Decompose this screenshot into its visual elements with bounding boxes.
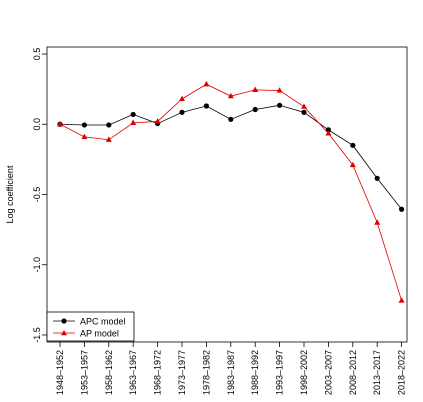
data-point xyxy=(57,120,63,127)
x-tick-label: 2008–2012 xyxy=(348,350,358,395)
y-tick-label: -0.5 xyxy=(32,187,42,203)
legend-box xyxy=(46,311,135,342)
data-point xyxy=(130,111,136,118)
data-point xyxy=(350,142,356,148)
series-line-1 xyxy=(59,83,402,301)
x-tick-label: 1953–1957 xyxy=(79,350,89,395)
legend-marker-apc xyxy=(61,318,67,324)
legend-label-ap: AP model xyxy=(80,329,119,339)
data-point xyxy=(398,297,405,303)
data-point xyxy=(374,219,381,225)
data-point xyxy=(228,116,234,122)
data-point xyxy=(106,122,112,128)
data-point xyxy=(374,175,380,181)
y-tick-label: -1.5 xyxy=(32,327,42,343)
data-point xyxy=(227,92,234,99)
data-point xyxy=(179,95,185,102)
x-tick-label: 1998–2002 xyxy=(299,350,309,395)
x-tick-label: 1958–1962 xyxy=(104,350,114,395)
x-tick-label: 1993–1997 xyxy=(275,350,285,395)
plot-frame xyxy=(46,46,408,343)
data-point xyxy=(130,119,137,125)
x-tick-label: 1968–1972 xyxy=(153,350,163,395)
x-tick-label: 1948–1952 xyxy=(55,350,65,395)
legend-label-apc: APC model xyxy=(80,317,126,327)
x-tick-label: 1988–1992 xyxy=(250,350,260,395)
data-point xyxy=(81,122,87,128)
legend: APC model AP model xyxy=(46,311,135,342)
x-tick-label: 2003–2007 xyxy=(323,350,333,395)
data-point xyxy=(276,87,283,93)
y-tick-label: 0.5 xyxy=(32,48,42,61)
data-point xyxy=(252,86,259,92)
data-point xyxy=(325,127,331,133)
data-point xyxy=(277,102,283,108)
data-point xyxy=(203,80,210,87)
x-tick-label: 2013–2017 xyxy=(372,350,382,395)
data-point xyxy=(105,136,112,142)
data-point xyxy=(154,118,161,124)
data-point xyxy=(179,109,185,115)
x-tick-label: 1963–1967 xyxy=(128,350,138,395)
series-layer xyxy=(57,80,405,303)
data-point xyxy=(203,103,209,109)
y-axis: 0.5 0.0 -0.5 -1.0 -1.5 xyxy=(32,48,47,343)
data-point xyxy=(399,206,405,212)
x-axis: 1948–1952 1953–1957 1958–1962 1963–1967 1968… xyxy=(55,342,407,395)
data-point xyxy=(81,133,88,140)
data-point xyxy=(252,106,258,113)
y-axis-title: Log coefficient xyxy=(5,165,15,223)
data-point xyxy=(301,103,307,109)
x-tick-label: 1978–1982 xyxy=(201,350,211,395)
data-point xyxy=(325,130,332,136)
legend-marker-ap xyxy=(61,330,67,336)
y-tick-label: -1.0 xyxy=(32,257,42,273)
y-tick-label: 0.0 xyxy=(32,118,42,131)
x-tick-label: 1973–1977 xyxy=(177,350,187,395)
x-tick-label: 1983–1987 xyxy=(226,350,236,395)
x-tick-label: 2018–2022 xyxy=(397,350,407,395)
data-point xyxy=(301,109,307,115)
data-point xyxy=(349,161,356,168)
